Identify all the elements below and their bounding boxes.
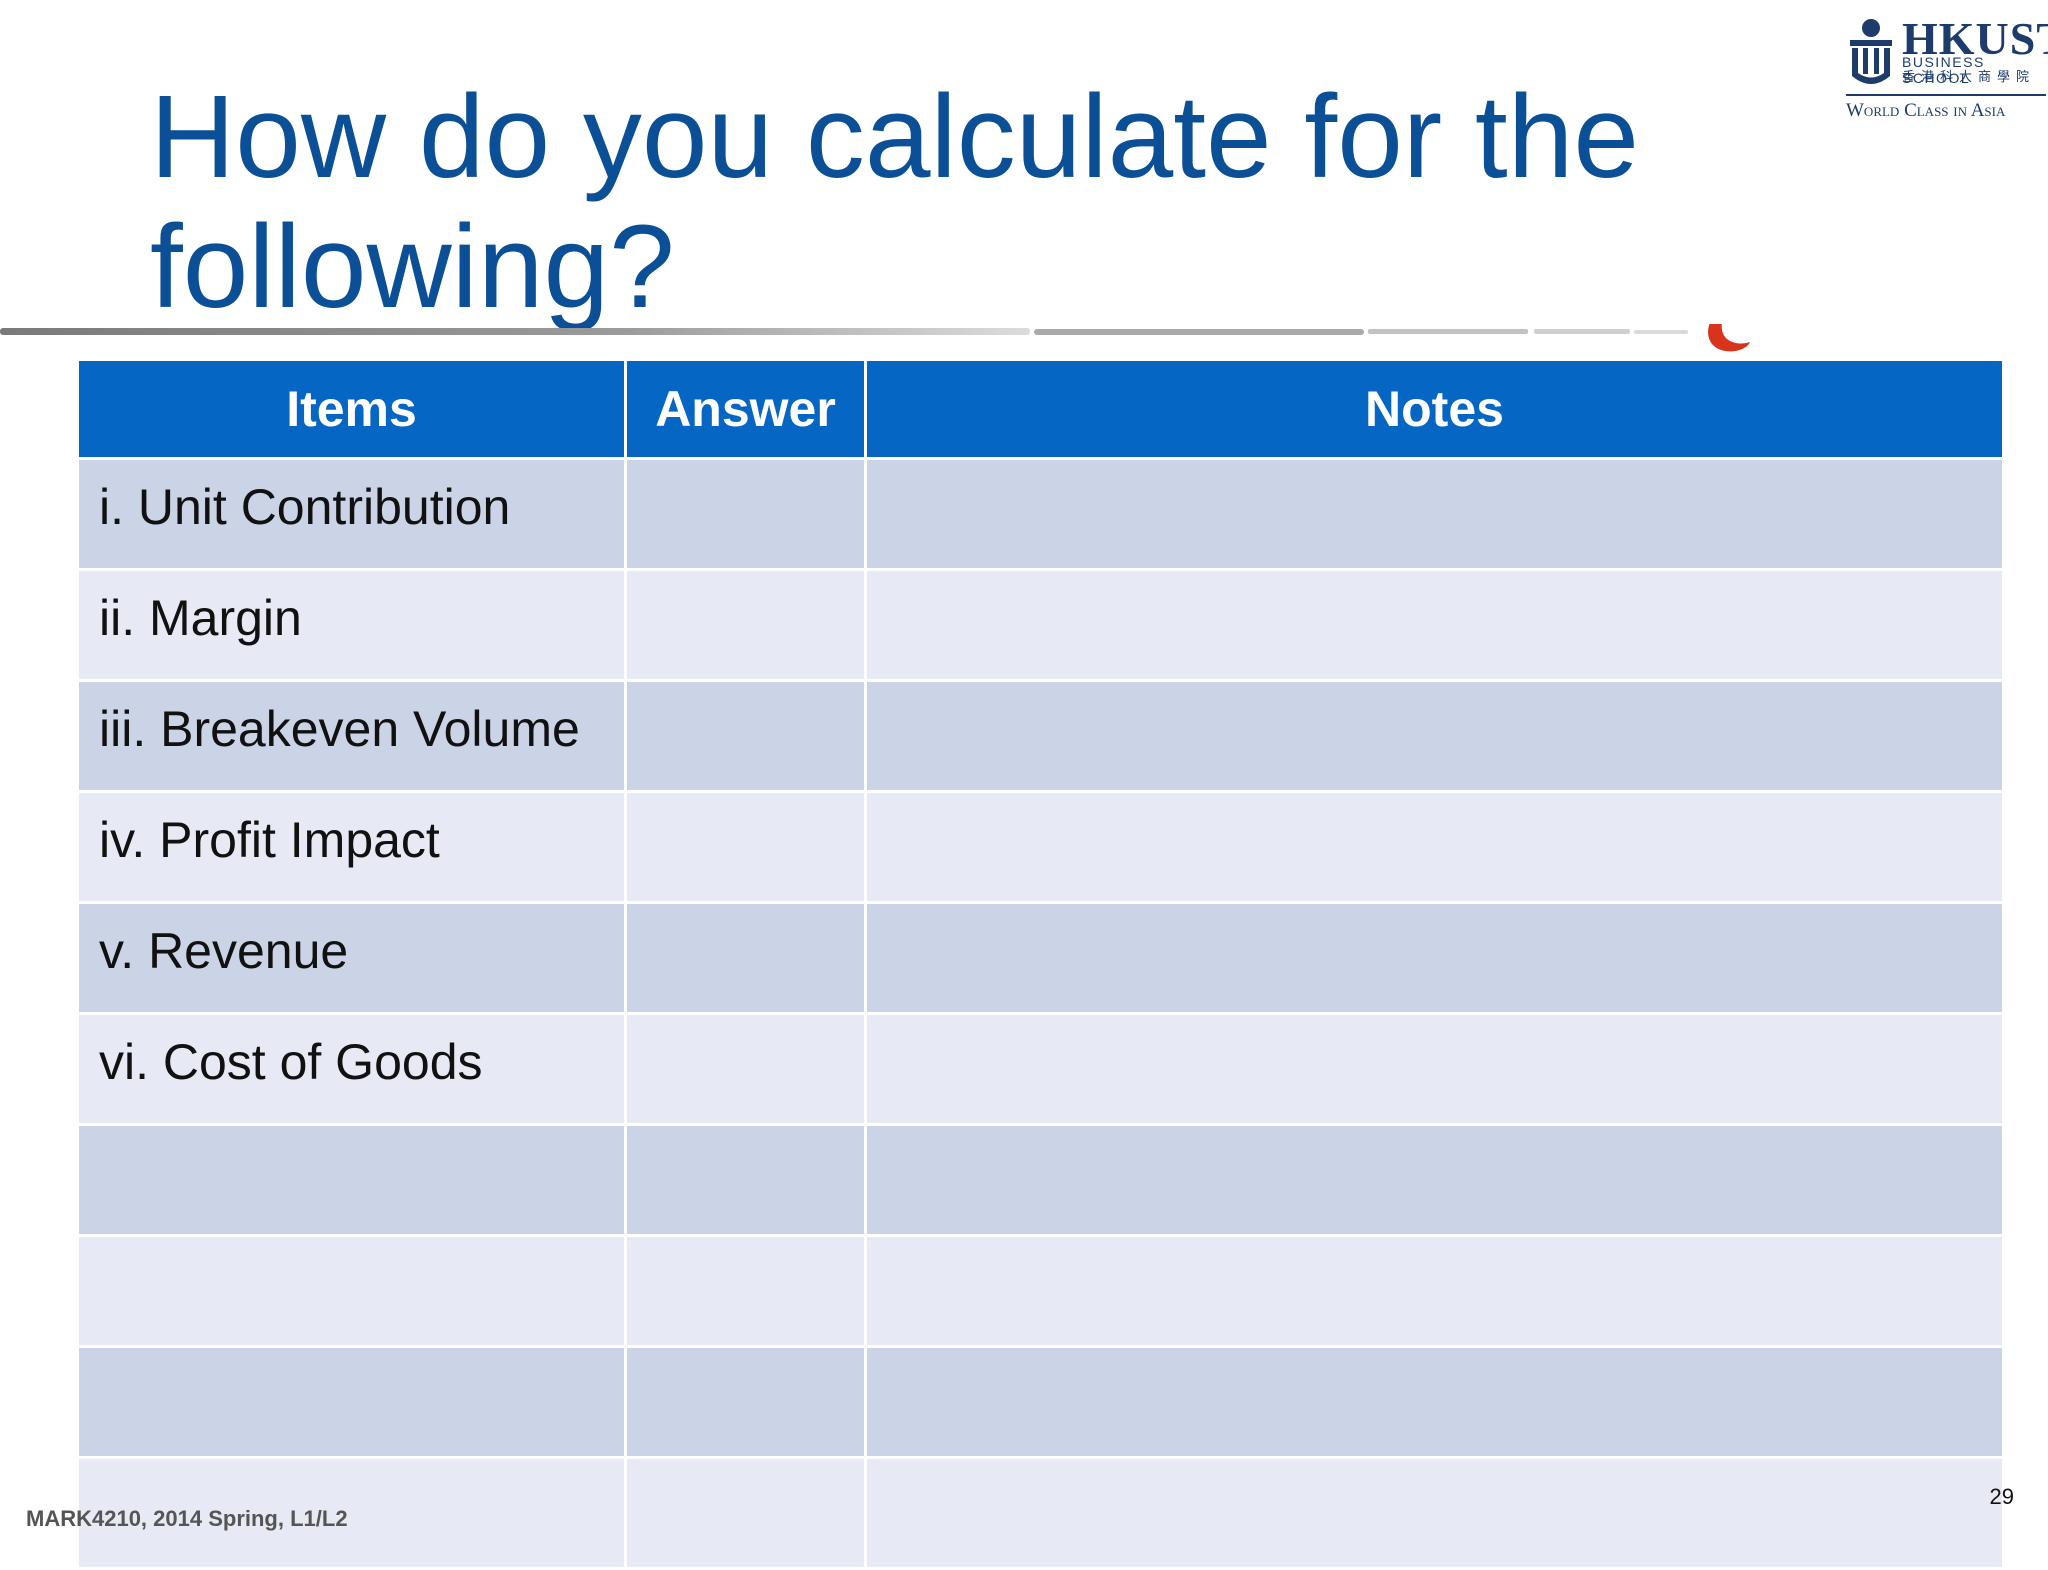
answer-cell — [624, 901, 867, 1015]
answer-cell — [624, 790, 867, 904]
answer-cell — [624, 568, 867, 682]
table-row: iii. Breakeven Volume — [76, 679, 2005, 793]
item-cell: iv. Profit Impact — [76, 790, 627, 904]
answer-cell — [624, 1123, 867, 1237]
notes-cell — [864, 568, 2005, 682]
notes-cell — [864, 1234, 2005, 1348]
title-divider — [0, 324, 1750, 352]
table-row — [76, 1123, 2005, 1237]
logo-chinese-name: 香港科大商學院 — [1902, 70, 2036, 85]
logo-tagline: World Class in Asia — [1846, 100, 2006, 121]
calculation-table: Items Answer Notes i. Unit Contribution … — [76, 358, 2005, 1570]
notes-cell — [864, 1123, 2005, 1237]
hkust-emblem-icon — [1850, 19, 1892, 84]
header-answer: Answer — [624, 358, 867, 460]
answer-cell — [624, 1345, 867, 1459]
notes-cell — [864, 1345, 2005, 1459]
slide-footer: MARK4210, 2014 Spring, L1/L2 — [26, 1506, 348, 1531]
answer-cell — [624, 1234, 867, 1348]
hkust-logo: HKUST BUSINESS SCHOOL 香港科大商學院 World Clas… — [1846, 13, 2048, 124]
answer-cell — [624, 457, 867, 571]
item-cell: i. Unit Contribution — [76, 457, 627, 571]
item-cell: v. Revenue — [76, 901, 627, 1015]
table-row: i. Unit Contribution — [76, 457, 2005, 571]
slide: How do you calculate for the following? … — [0, 13, 2048, 1570]
answer-cell — [624, 1456, 867, 1570]
header-items: Items — [76, 358, 627, 460]
notes-cell — [864, 679, 2005, 793]
table-row: vi. Cost of Goods — [76, 1012, 2005, 1126]
item-cell: ii. Margin — [76, 568, 627, 682]
notes-cell — [864, 1456, 2005, 1570]
header-notes: Notes — [864, 358, 2005, 460]
notes-cell — [864, 1012, 2005, 1126]
table-row — [76, 1345, 2005, 1459]
answer-cell — [624, 679, 867, 793]
logo-subtitle: BUSINESS SCHOOL — [1902, 54, 1985, 86]
table-row: v. Revenue — [76, 901, 2005, 1015]
item-cell — [76, 1345, 627, 1459]
table-row: ii. Margin — [76, 568, 2005, 682]
item-cell: iii. Breakeven Volume — [76, 679, 627, 793]
table-row — [76, 1456, 2005, 1570]
page-number: 29 — [1989, 1484, 2014, 1509]
notes-cell — [864, 901, 2005, 1015]
item-cell — [76, 1234, 627, 1348]
slide-title: How do you calculate for the following? — [150, 71, 1639, 333]
notes-cell — [864, 790, 2005, 904]
notes-cell — [864, 457, 2005, 571]
logo-divider — [1846, 94, 2046, 96]
table-row — [76, 1234, 2005, 1348]
logo-name: HKUST — [1902, 13, 2048, 64]
item-cell — [76, 1123, 627, 1237]
table-header-row: Items Answer Notes — [76, 358, 2005, 460]
table-row: iv. Profit Impact — [76, 790, 2005, 904]
item-cell: vi. Cost of Goods — [76, 1012, 627, 1126]
answer-cell — [624, 1012, 867, 1126]
flame-icon — [1708, 324, 1750, 352]
